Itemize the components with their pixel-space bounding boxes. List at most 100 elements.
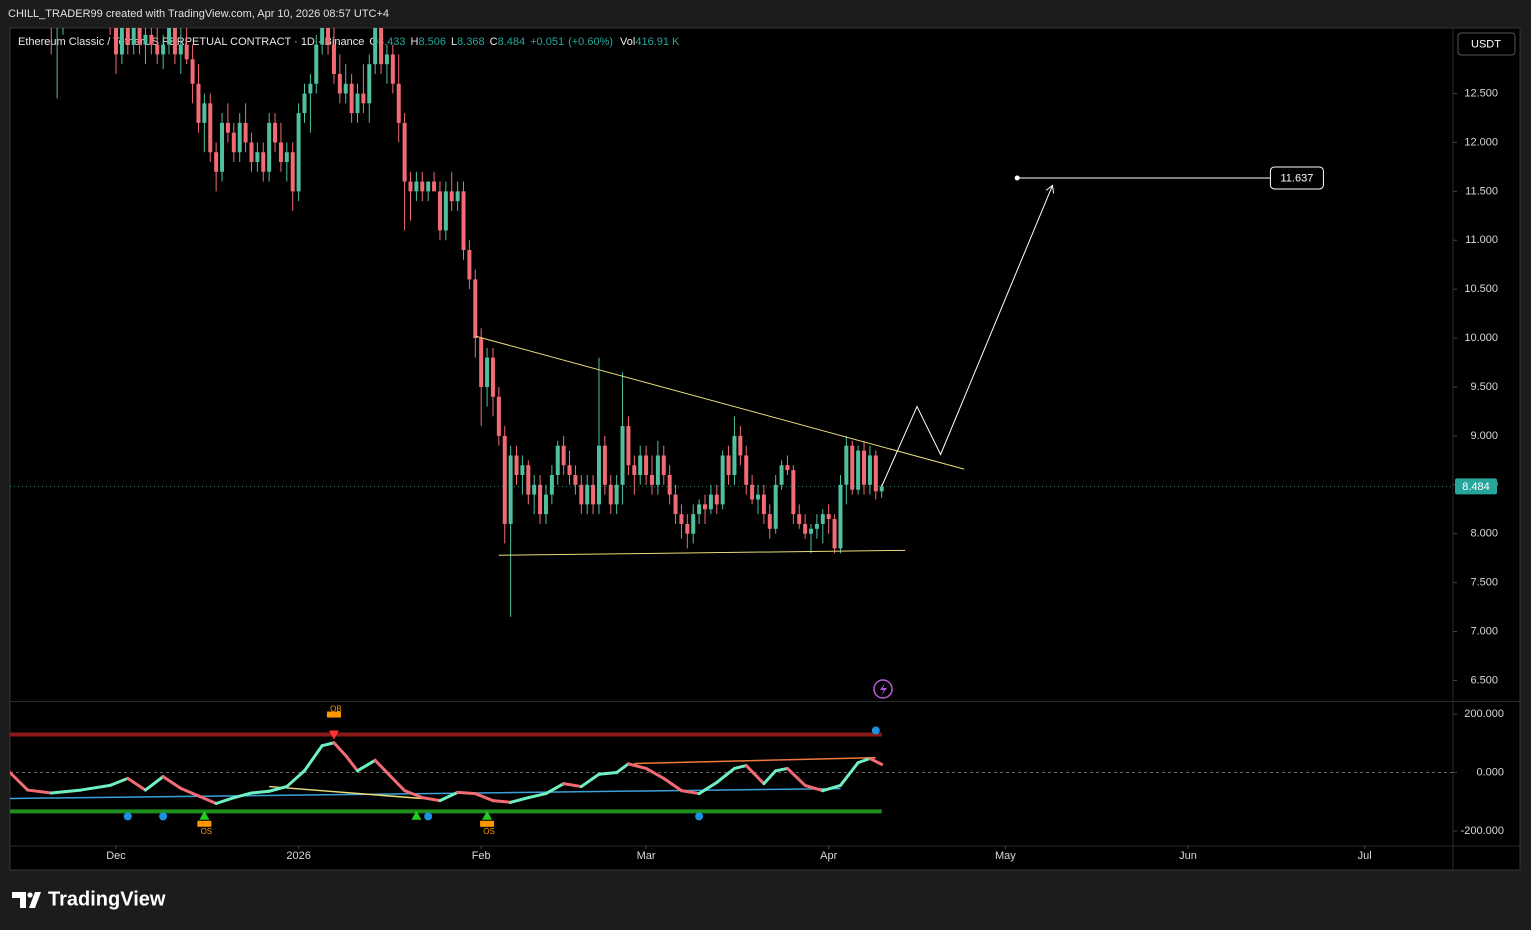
header-text: CHILL_TRADER99 created with TradingView.… (8, 8, 389, 20)
candle-body (596, 445, 601, 505)
signal-triangle (199, 810, 210, 820)
candle-body (479, 338, 484, 387)
y-tick-label: 0.000 (1476, 766, 1504, 778)
signal-badge (326, 711, 341, 718)
legend-key: H (411, 36, 419, 48)
oscillator-segment (385, 771, 407, 793)
y-tick-label: 11.500 (1465, 185, 1498, 197)
candle-body (237, 122, 242, 153)
oscillator-segment (785, 766, 807, 787)
oscillator-segment (196, 794, 218, 806)
candle-body (767, 514, 772, 529)
signal-badge (197, 820, 212, 827)
candle-body (302, 93, 307, 114)
candle-body (467, 250, 472, 280)
oscillator-segment (697, 780, 719, 796)
usdt-button[interactable]: USDT (1457, 32, 1516, 56)
legend-volume: 416.91 K (635, 36, 680, 48)
oscillator-segment (597, 771, 619, 776)
signal-badge (480, 820, 495, 827)
legend-change: +0.051 (530, 36, 564, 48)
oscillator-segment (762, 769, 778, 786)
candle-body (555, 445, 560, 476)
brand-logo[interactable]: TradingView (12, 888, 166, 910)
signal-triangle (482, 810, 493, 820)
candle-body (485, 357, 490, 387)
oscillator-segment (679, 789, 701, 796)
chart-area (9, 27, 1521, 871)
oscillator-segment (626, 762, 648, 770)
candle-body (202, 103, 207, 123)
candle-body (756, 494, 761, 500)
oscillator-segment (79, 783, 112, 792)
candle-body (343, 83, 348, 94)
candle-body (520, 465, 525, 476)
candle-body (832, 519, 837, 549)
candle-body (331, 44, 336, 74)
candle-body (437, 191, 442, 231)
candle-body (214, 152, 219, 172)
oscillator-segment (615, 762, 630, 775)
oscillator-segment (302, 744, 324, 773)
y-tick-label: 8.000 (1470, 528, 1498, 540)
y-tick-label: -200.000 (1461, 825, 1504, 837)
candle-body (667, 475, 672, 495)
candle-body (384, 54, 389, 65)
oscillator-segment (662, 776, 683, 793)
oscillator-segment (179, 786, 200, 798)
candle-body (626, 426, 631, 466)
oscillator-segment (838, 761, 860, 787)
candle-body (585, 484, 590, 505)
candle-body (414, 181, 419, 192)
candle-body (867, 455, 872, 485)
candle-body (249, 142, 254, 163)
oscillator-segment (232, 791, 253, 800)
candle-body (573, 475, 578, 485)
signal-label: OB (330, 705, 342, 714)
oscillator-segment (161, 775, 183, 790)
candle-body (149, 34, 154, 45)
price-pane (50, 28, 884, 617)
candle-body (579, 484, 584, 505)
y-tick-label: 12.500 (1464, 87, 1498, 99)
candle-body (455, 191, 460, 202)
candle-body (443, 191, 448, 231)
signal-dot (424, 812, 433, 821)
candle-body (750, 484, 755, 500)
brand-name[interactable]: TradingView (48, 888, 166, 910)
y-tick-label: 12.000 (1464, 136, 1498, 148)
candle-body (390, 54, 395, 84)
candle-body (496, 396, 501, 436)
currency[interactable]: USDT (1471, 38, 1501, 50)
candle-body (167, 28, 172, 45)
alert-icon[interactable] (873, 679, 893, 699)
signal-label: OS (201, 827, 213, 836)
candle-body (284, 152, 289, 163)
legend-value: 8.484 (498, 36, 526, 48)
oscillator-segment (544, 782, 566, 796)
y-tick-label: 9.500 (1470, 381, 1498, 393)
oscillator-segment (456, 790, 477, 796)
candle-body (726, 455, 731, 476)
candle-body (196, 83, 201, 123)
oscillator-segment (320, 741, 336, 748)
x-tick-label: Mar (637, 850, 656, 862)
signal-triangle (328, 730, 339, 740)
candle-body (161, 44, 166, 55)
oscillator-segment (491, 799, 513, 804)
oscillator-segment (373, 758, 389, 775)
candle-body (278, 142, 283, 163)
candle-body (567, 465, 572, 476)
candle-body (638, 455, 643, 476)
candle-body (320, 28, 325, 45)
oscillator-segment (355, 758, 377, 773)
last-price-tag (1455, 478, 1497, 495)
candle-body (644, 455, 649, 476)
signal-dot (871, 726, 880, 735)
candle-body (373, 28, 378, 65)
candle-body (273, 122, 278, 143)
candle-body (661, 455, 666, 476)
target-badge (1269, 166, 1324, 190)
oscillator-segment (267, 785, 289, 793)
